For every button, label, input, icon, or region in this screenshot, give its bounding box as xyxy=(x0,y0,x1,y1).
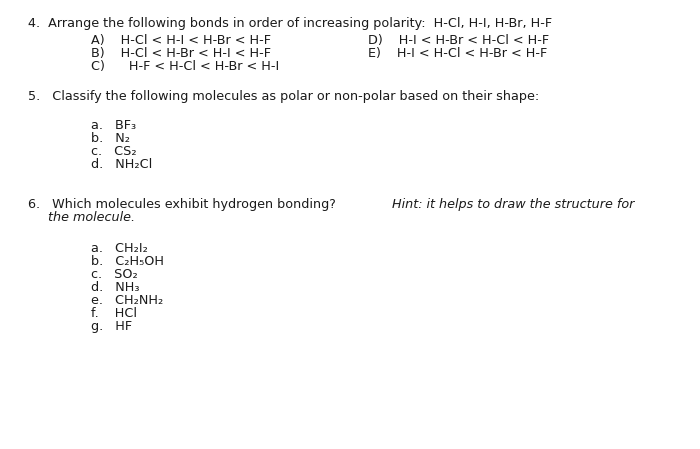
Text: b.   N₂: b. N₂ xyxy=(91,132,130,145)
Text: 5.   Classify the following molecules as polar or non-polar based on their shape: 5. Classify the following molecules as p… xyxy=(28,90,539,103)
Text: c.   SO₂: c. SO₂ xyxy=(91,268,138,281)
Text: d.   NH₂Cl: d. NH₂Cl xyxy=(91,158,153,171)
Text: E)    H-I < H-Cl < H-Br < H-F: E) H-I < H-Cl < H-Br < H-F xyxy=(368,47,547,60)
Text: f.    HCl: f. HCl xyxy=(91,307,137,320)
Text: g.   HF: g. HF xyxy=(91,320,132,333)
Text: e.   CH₂NH₂: e. CH₂NH₂ xyxy=(91,294,163,307)
Text: b.   C₂H₅OH: b. C₂H₅OH xyxy=(91,255,164,268)
Text: 6.   Which molecules exhibit hydrogen bonding?: 6. Which molecules exhibit hydrogen bond… xyxy=(28,198,340,211)
Text: d.   NH₃: d. NH₃ xyxy=(91,281,139,294)
Text: B)    H-Cl < H-Br < H-I < H-F: B) H-Cl < H-Br < H-I < H-F xyxy=(91,47,271,60)
Text: the molecule.: the molecule. xyxy=(28,211,135,224)
Text: a.   BF₃: a. BF₃ xyxy=(91,119,136,132)
Text: C)      H-F < H-Cl < H-Br < H-I: C) H-F < H-Cl < H-Br < H-I xyxy=(91,60,279,73)
Text: A)    H-Cl < H-I < H-Br < H-F: A) H-Cl < H-I < H-Br < H-F xyxy=(91,34,271,47)
Text: Hint: it helps to draw the structure for: Hint: it helps to draw the structure for xyxy=(392,198,634,211)
Text: c.   CS₂: c. CS₂ xyxy=(91,145,136,158)
Text: D)    H-I < H-Br < H-Cl < H-F: D) H-I < H-Br < H-Cl < H-F xyxy=(368,34,549,47)
Text: 4.  Arrange the following bonds in order of increasing polarity:  H-Cl, H-I, H-B: 4. Arrange the following bonds in order … xyxy=(28,17,552,30)
Text: a.   CH₂I₂: a. CH₂I₂ xyxy=(91,242,148,255)
